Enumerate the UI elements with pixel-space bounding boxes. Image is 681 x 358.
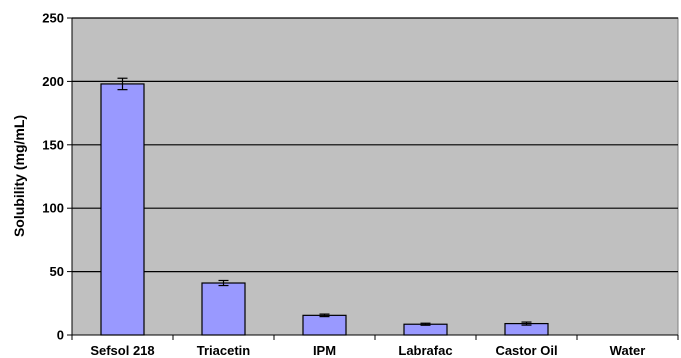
x-tick-label: Triacetin [197,343,251,358]
bar [403,323,448,336]
error-bars [117,77,532,326]
y-tick-label: 250 [42,11,64,26]
bars [100,83,549,336]
x-tick-label: IPM [313,343,336,358]
x-tick-label: Sefsol 218 [90,343,154,358]
y-tick-label: 200 [42,74,64,89]
x-axis-ticks: Sefsol 218 Triacetin IPM Labrafac Castor Oil… [71,335,679,358]
bar [302,314,347,336]
y-axis-ticks: 0 50 100 150 200 250 [42,11,72,343]
y-tick-label: 150 [42,137,64,152]
y-tick-label: 0 [57,328,64,343]
x-tick-label: Water [610,343,646,358]
y-tick-label: 50 [50,264,64,279]
y-axis-title: Solubility (mg/mL) [11,115,27,237]
bar [100,83,145,336]
x-tick-label: Labrafac [398,343,452,358]
bar [201,282,246,336]
x-tick-label: Castor Oil [495,343,557,358]
y-tick-label: 100 [42,201,64,216]
gridlines [72,17,678,273]
plot-area [71,17,679,336]
